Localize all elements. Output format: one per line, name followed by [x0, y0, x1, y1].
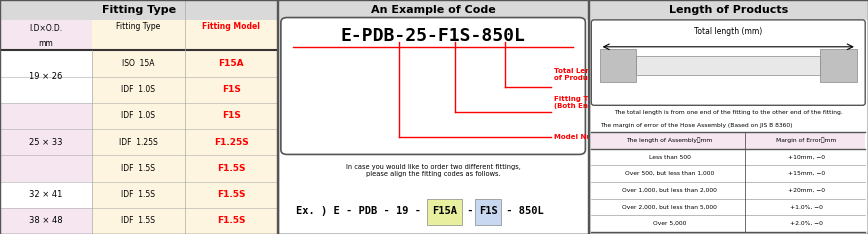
- Bar: [0, 77, 92, 103]
- Text: The margin of error of the Hose Assembly (Based on JIS B 8360): The margin of error of the Hose Assembly…: [600, 123, 792, 128]
- Bar: [600, 49, 636, 82]
- Text: F1.5S: F1.5S: [217, 216, 246, 225]
- Text: IDF  1.5S: IDF 1.5S: [122, 190, 155, 199]
- Text: mm: mm: [38, 39, 53, 48]
- FancyBboxPatch shape: [278, 0, 589, 234]
- Bar: [278, 0, 589, 20]
- Bar: [92, 77, 278, 103]
- Text: Fitting Type
(Both Ends): Fitting Type (Both Ends): [555, 96, 602, 110]
- Text: +10mm, −0: +10mm, −0: [788, 155, 825, 160]
- Text: IDF  1.0S: IDF 1.0S: [122, 85, 155, 94]
- Text: The total length is from one end of the fitting to the other end of the fitting.: The total length is from one end of the …: [614, 110, 843, 115]
- Bar: [92, 37, 278, 50]
- Text: Less than 500: Less than 500: [648, 155, 691, 160]
- Text: +2.0%, −0: +2.0%, −0: [790, 221, 823, 226]
- Text: +20mm, −0: +20mm, −0: [788, 188, 825, 193]
- Text: Total length (mm): Total length (mm): [694, 27, 762, 36]
- Bar: [92, 182, 278, 208]
- Bar: [0, 50, 92, 77]
- Bar: [92, 155, 278, 182]
- Text: Over 1,000, but less than 2,000: Over 1,000, but less than 2,000: [622, 188, 717, 193]
- Text: F15A: F15A: [219, 59, 244, 68]
- Text: -: -: [462, 206, 480, 216]
- Bar: [92, 208, 278, 234]
- Text: IDF  1.5S: IDF 1.5S: [122, 216, 155, 225]
- Text: An Example of Code: An Example of Code: [371, 5, 496, 15]
- Text: - 850L: - 850L: [500, 206, 544, 216]
- Bar: [0, 182, 92, 208]
- Text: Over 2,000, but less than 5,000: Over 2,000, but less than 5,000: [622, 204, 717, 209]
- Text: +15mm, −0: +15mm, −0: [788, 171, 825, 176]
- Text: Fitting Model: Fitting Model: [202, 22, 260, 31]
- Text: Model Number: Model Number: [555, 134, 613, 140]
- Bar: [0, 155, 92, 182]
- Bar: [0, 103, 92, 129]
- Text: F1.25S: F1.25S: [214, 138, 248, 147]
- Text: F1S: F1S: [222, 85, 240, 94]
- FancyBboxPatch shape: [281, 18, 585, 154]
- Bar: [591, 132, 865, 149]
- Text: 32 × 41: 32 × 41: [30, 190, 62, 199]
- Bar: [591, 149, 865, 165]
- FancyBboxPatch shape: [589, 0, 868, 234]
- Text: 25 × 33: 25 × 33: [30, 138, 62, 147]
- Text: Length of Products: Length of Products: [668, 5, 788, 15]
- FancyBboxPatch shape: [426, 199, 463, 225]
- Text: Ex. ) E - PDB - 19 -: Ex. ) E - PDB - 19 -: [296, 206, 428, 216]
- Text: Over 500, but less than 1,000: Over 500, but less than 1,000: [625, 171, 714, 176]
- Text: Total Length
of Products: Total Length of Products: [555, 68, 604, 81]
- Text: Fitting Type: Fitting Type: [102, 5, 176, 15]
- Text: 19 × 26: 19 × 26: [30, 72, 62, 81]
- FancyBboxPatch shape: [591, 20, 865, 105]
- Text: Fitting Type: Fitting Type: [116, 22, 161, 31]
- Bar: [589, 0, 868, 20]
- FancyBboxPatch shape: [0, 0, 278, 234]
- Bar: [92, 20, 278, 37]
- Bar: [0, 20, 92, 37]
- Bar: [92, 103, 278, 129]
- Text: IDF  1.0S: IDF 1.0S: [122, 111, 155, 121]
- Bar: [591, 182, 865, 198]
- Bar: [0, 129, 92, 155]
- Text: Over 5,000: Over 5,000: [653, 221, 687, 226]
- Bar: [0, 208, 92, 234]
- Bar: [636, 56, 820, 75]
- Text: IDF  1.25S: IDF 1.25S: [119, 138, 158, 147]
- Bar: [591, 165, 865, 182]
- Text: F1.5S: F1.5S: [217, 190, 246, 199]
- Text: F15A: F15A: [432, 206, 457, 216]
- Text: In case you would like to order two different fittings,
please align the fitting: In case you would like to order two diff…: [345, 164, 521, 177]
- Bar: [92, 50, 278, 77]
- Text: 38 × 48: 38 × 48: [29, 216, 62, 225]
- Text: F1S: F1S: [222, 111, 240, 121]
- Text: I.D×O.D.: I.D×O.D.: [30, 24, 62, 33]
- FancyBboxPatch shape: [475, 199, 501, 225]
- Text: +1.0%, −0: +1.0%, −0: [790, 204, 823, 209]
- Bar: [591, 215, 865, 232]
- Bar: [0, 37, 92, 50]
- Text: The length of Assembly＝mm: The length of Assembly＝mm: [627, 138, 713, 143]
- Text: ISO  15A: ISO 15A: [122, 59, 155, 68]
- Bar: [92, 129, 278, 155]
- Bar: [0, 0, 278, 20]
- Text: Margin of Error＝mm: Margin of Error＝mm: [776, 138, 837, 143]
- Text: IDF  1.5S: IDF 1.5S: [122, 164, 155, 173]
- Bar: [820, 49, 857, 82]
- Text: E-PDB-25-F1S-850L: E-PDB-25-F1S-850L: [341, 27, 525, 45]
- Bar: [591, 198, 865, 215]
- Text: F1S: F1S: [479, 206, 497, 216]
- Text: F1.5S: F1.5S: [217, 164, 246, 173]
